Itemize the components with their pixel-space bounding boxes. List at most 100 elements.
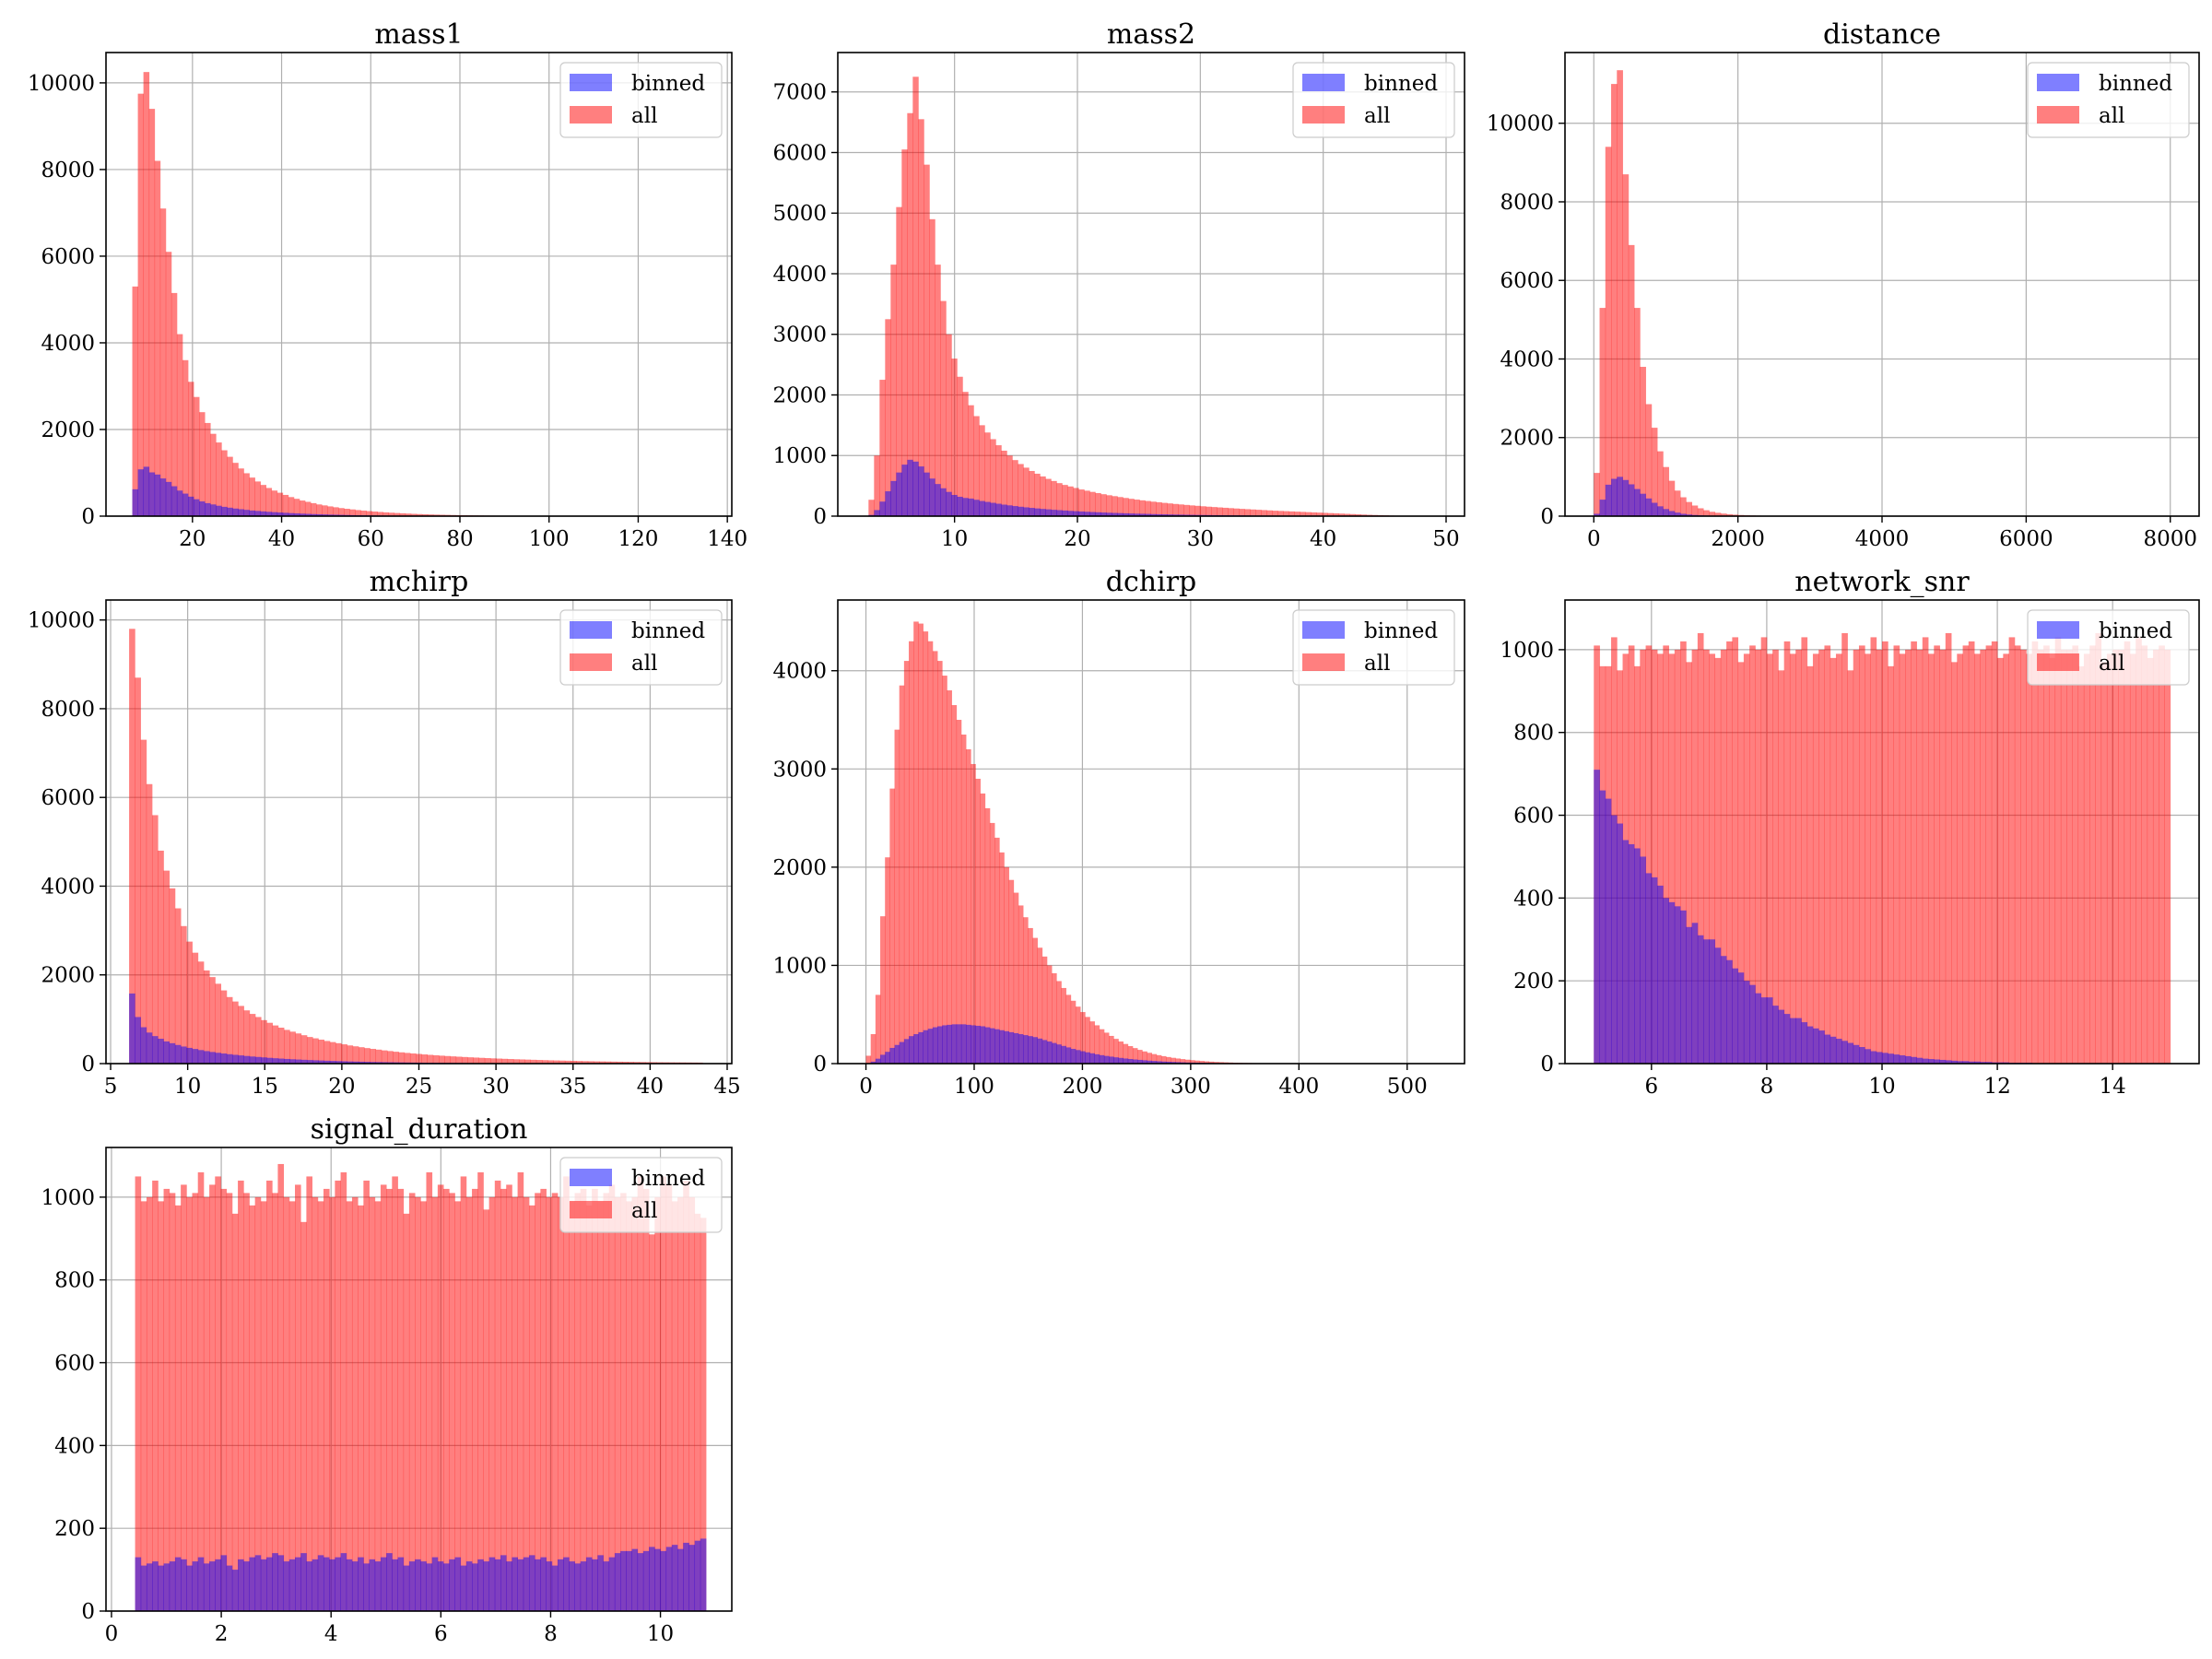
bar-all xyxy=(1985,645,1993,1064)
bar-binned xyxy=(1056,510,1063,516)
bar-binned xyxy=(1605,484,1612,516)
bar-all xyxy=(1824,645,1831,1064)
bar-all xyxy=(1089,491,1096,516)
bar-all xyxy=(1657,451,1664,516)
bar-binned xyxy=(1012,506,1018,516)
bar-all xyxy=(316,504,323,516)
y-tick-label: 0 xyxy=(1540,505,1554,529)
x-tick-label: 6 xyxy=(1644,1075,1658,1099)
bar-all xyxy=(1006,455,1013,516)
legend-label-all: all xyxy=(2099,104,2124,128)
bar-binned xyxy=(951,494,958,516)
bar-all xyxy=(1204,1061,1209,1064)
bar-binned xyxy=(1680,910,1687,1064)
bar-all xyxy=(603,1193,610,1611)
bar-binned xyxy=(1070,1049,1077,1064)
bar-all xyxy=(163,1188,171,1611)
bar-binned xyxy=(1640,493,1646,516)
bar-all xyxy=(2020,649,2027,1064)
bar-all xyxy=(599,1061,606,1064)
legend-swatch-binned xyxy=(2037,621,2079,639)
bar-binned xyxy=(231,1570,239,1611)
bar-binned xyxy=(288,512,295,516)
bar-all xyxy=(968,405,974,516)
bar-binned xyxy=(282,512,289,516)
chart-mass1: 20 40 60 80 100 120 140 0 2000 4000 6000 8000 10000 m… xyxy=(28,18,747,551)
bar-all xyxy=(369,1196,376,1611)
bar-binned xyxy=(631,1548,639,1611)
bar-all xyxy=(901,149,908,516)
bar-binned xyxy=(392,1559,398,1611)
y-tick-label: 200 xyxy=(54,1517,95,1541)
legend-swatch-all xyxy=(570,1201,612,1218)
x-tick-label: 0 xyxy=(859,1075,873,1099)
bar-all xyxy=(176,334,183,516)
bar-binned xyxy=(151,1036,159,1064)
x-tick-label: 200 xyxy=(1062,1075,1102,1099)
bar-all xyxy=(182,359,189,516)
bar-all xyxy=(1905,649,1912,1064)
bar-all xyxy=(427,514,434,516)
bar-binned xyxy=(254,1056,262,1064)
bar-binned xyxy=(1018,506,1024,516)
bar-binned xyxy=(192,1049,199,1064)
bar-all xyxy=(896,206,902,516)
bar-all xyxy=(1239,509,1245,516)
bar-all xyxy=(594,1061,600,1064)
bar-binned xyxy=(918,466,924,516)
bar-binned xyxy=(1841,1041,1848,1064)
legend-label-binned: binned xyxy=(1364,72,1438,96)
bar-all xyxy=(1853,649,1860,1064)
x-tick-label: 15 xyxy=(252,1075,278,1099)
bar-all xyxy=(472,1188,478,1611)
series-all xyxy=(135,1163,707,1611)
bar-binned xyxy=(158,1565,164,1611)
axes-frame xyxy=(105,1147,733,1612)
bar-all xyxy=(1830,657,1837,1064)
y-tick-label: 400 xyxy=(54,1434,95,1458)
bar-all xyxy=(1732,514,1739,516)
bar-all xyxy=(392,1176,398,1611)
bar-all xyxy=(2100,662,2108,1064)
bar-all xyxy=(238,468,244,516)
bar-binned xyxy=(327,514,334,516)
bar-binned xyxy=(1132,1059,1138,1064)
bar-all xyxy=(1113,1039,1119,1064)
legend: binned all xyxy=(2027,62,2190,138)
bar-binned xyxy=(660,1550,667,1611)
legend-label-all: all xyxy=(1364,652,1390,676)
bar-binned xyxy=(1743,981,1750,1064)
bar-binned xyxy=(896,472,902,516)
bar-binned xyxy=(346,1559,353,1611)
bar-all xyxy=(346,1201,353,1611)
bar-all xyxy=(610,1061,618,1064)
bar-all xyxy=(347,1045,354,1064)
bar-binned xyxy=(1957,1061,1963,1064)
bar-all xyxy=(1085,1017,1090,1064)
x-tick-label: 35 xyxy=(559,1075,586,1099)
bar-binned xyxy=(540,1557,547,1611)
legend: binned all xyxy=(1292,62,1455,138)
bar-all xyxy=(535,1193,541,1611)
bar-binned xyxy=(289,1059,296,1064)
bar-all xyxy=(1137,1050,1143,1064)
bar-binned xyxy=(243,1561,250,1611)
bar-all xyxy=(1206,506,1212,516)
bar-binned xyxy=(1112,512,1118,516)
bar-all xyxy=(907,112,913,516)
bar-binned xyxy=(163,1563,171,1611)
bar-all xyxy=(1951,662,1958,1064)
bar-all xyxy=(1714,512,1722,516)
bar-all xyxy=(1858,645,1865,1064)
y-tick-label: 10000 xyxy=(1487,112,1554,136)
bar-binned xyxy=(306,1060,313,1064)
bar-binned xyxy=(1709,939,1716,1064)
series-all xyxy=(132,72,674,516)
bar-all xyxy=(540,1188,547,1611)
bar-all xyxy=(1640,367,1646,516)
bar-all xyxy=(1070,1000,1077,1064)
bar-all xyxy=(1812,653,1819,1064)
bar-all xyxy=(135,677,141,1064)
bar-all xyxy=(2026,653,2033,1064)
bar-binned xyxy=(288,1559,296,1611)
